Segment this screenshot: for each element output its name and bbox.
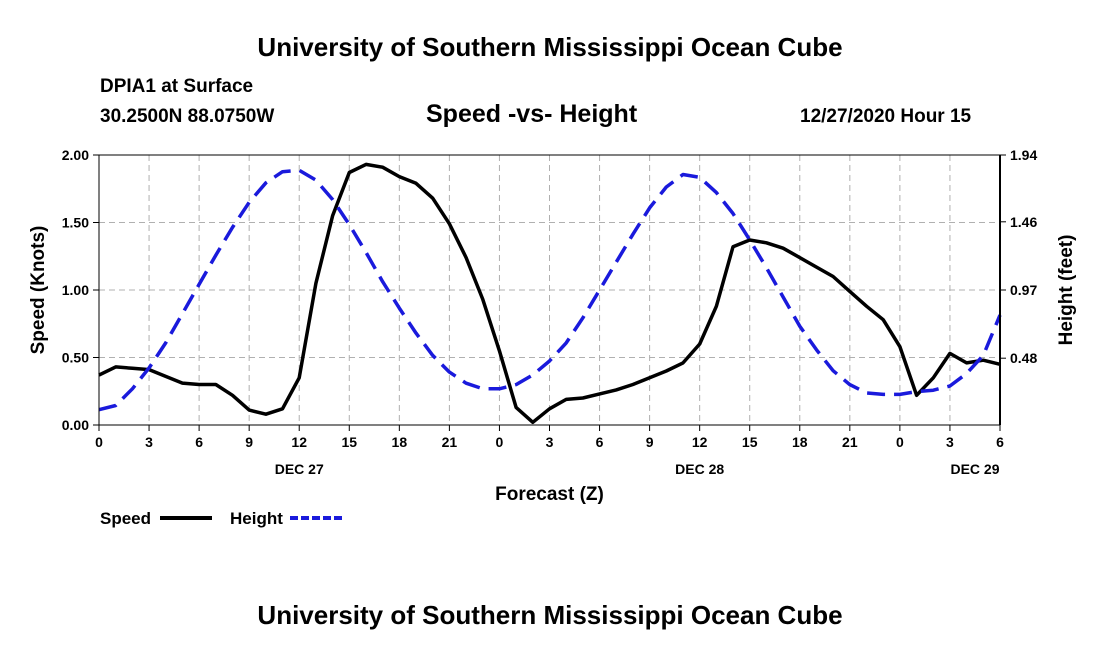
x-tick-label: 0 <box>95 434 103 450</box>
x-axis-label: Forecast (Z) <box>495 484 604 505</box>
legend-speed-label: Speed <box>100 509 152 528</box>
x-tick-label: 15 <box>742 434 758 450</box>
coordinates-label: 30.2500N 88.0750W <box>100 106 275 127</box>
x-tick-label: 15 <box>341 434 357 450</box>
y-left-axis-label: Speed (Knots) <box>28 226 49 355</box>
station-label: DPIA1 at Surface <box>100 76 254 97</box>
x-tick-label: 6 <box>996 434 1004 450</box>
y-right-tick-label: 1.94 <box>1010 147 1037 163</box>
x-day-label: DEC 28 <box>675 461 724 477</box>
y-left-tick-label: 1.00 <box>62 282 89 298</box>
chart-title: Speed -vs- Height <box>426 100 638 128</box>
y-left-tick-label: 0.00 <box>62 417 89 433</box>
y-right-tick-label: 0.48 <box>1010 350 1037 366</box>
y-right-axis-label: Height (feet) <box>1056 235 1077 346</box>
x-tick-label: 9 <box>245 434 253 450</box>
legend-speed-swatch <box>160 516 212 520</box>
x-tick-label: 18 <box>792 434 808 450</box>
x-tick-label: 0 <box>496 434 504 450</box>
x-tick-label: 12 <box>291 434 307 450</box>
y-left-tick-label: 0.50 <box>62 350 89 366</box>
x-tick-label: 6 <box>596 434 604 450</box>
x-tick-label: 3 <box>546 434 554 450</box>
x-day-label: DEC 29 <box>950 461 999 477</box>
y-left-tick-label: 2.00 <box>62 147 89 163</box>
x-tick-label: 21 <box>842 434 858 450</box>
page-title-top: University of Southern Mississippi Ocean… <box>257 32 843 62</box>
x-day-label: DEC 27 <box>275 461 324 477</box>
height-series-line <box>98 168 1002 412</box>
x-tick-label: 6 <box>195 434 203 450</box>
x-tick-label: 9 <box>646 434 654 450</box>
speed-height-chart: 0 3 6 9 12 15 18 21 0 3 6 9 12 15 18 21 0 3 6 0.00 0.50 1.00 1… <box>28 147 1077 505</box>
legend-height-swatch <box>290 516 342 520</box>
date-label: 12/27/2020 Hour 15 <box>800 106 972 127</box>
x-tick-label: 18 <box>392 434 408 450</box>
legend-height-label: Height <box>230 509 283 528</box>
speed-series-line <box>98 162 1001 425</box>
x-tick-label: 21 <box>442 434 458 450</box>
x-tick-label: 3 <box>145 434 153 450</box>
page-title-bottom: University of Southern Mississippi Ocean… <box>257 600 843 630</box>
y-left-tick-label: 1.50 <box>62 215 89 231</box>
x-tick-label: 12 <box>692 434 708 450</box>
y-right-tick-label: 0.97 <box>1010 282 1037 298</box>
x-tick-label: 3 <box>946 434 954 450</box>
x-tick-label: 0 <box>896 434 904 450</box>
y-right-tick-label: 1.46 <box>1010 214 1037 230</box>
